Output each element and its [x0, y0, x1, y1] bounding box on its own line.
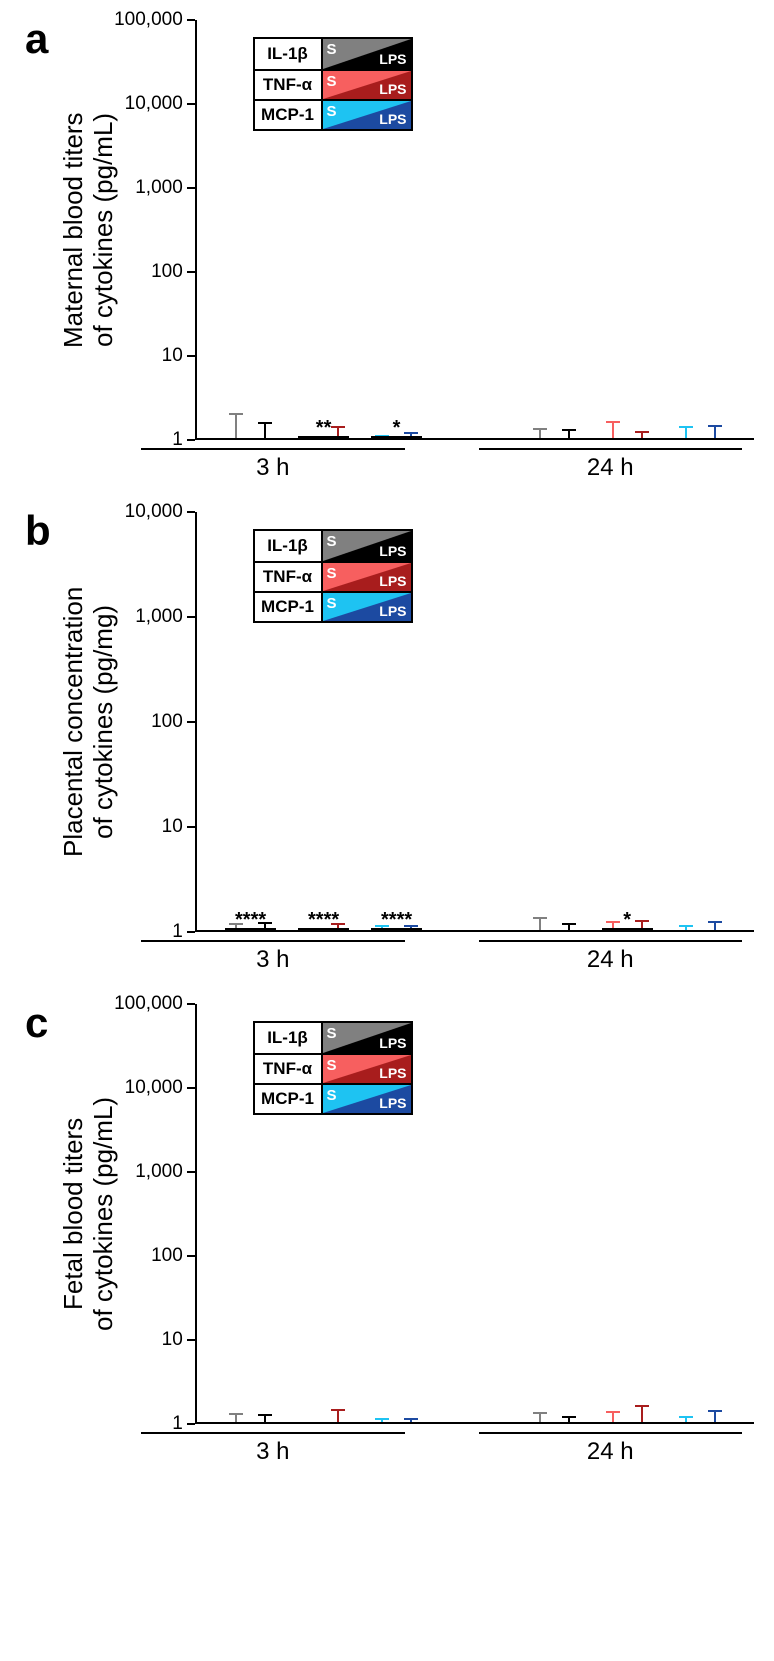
y-tick: 10,000: [125, 1077, 195, 1099]
x-axis: 3 h 24 h: [129, 440, 754, 482]
error-bar: [641, 431, 643, 438]
plot-area: IL-1βSLPSTNF-αSLPSMCP-1SLPS***: [197, 20, 754, 440]
error-bar: [568, 923, 570, 930]
error-bar: [381, 1418, 383, 1422]
legend-name: TNF-α: [255, 71, 323, 99]
panel-label: c: [25, 999, 48, 1047]
significance-label: ****: [381, 910, 412, 930]
y-tick: 1,000: [135, 177, 195, 199]
error-bar: [410, 1418, 412, 1422]
x-group-label: 24 h: [467, 454, 755, 482]
panel-label: b: [25, 507, 51, 555]
y-tick: 1,000: [135, 606, 195, 628]
significance-label: **: [316, 418, 332, 438]
error-bar: [539, 1412, 541, 1422]
plot-area: IL-1βSLPSTNF-αSLPSMCP-1SLPS*************: [197, 512, 754, 932]
legend-swatch: SLPS: [323, 593, 411, 621]
panel-a: aMaternal blood titersof cytokines (pg/m…: [20, 20, 754, 482]
legend: IL-1βSLPSTNF-αSLPSMCP-1SLPS: [253, 1021, 413, 1115]
legend-swatch: SLPS: [323, 531, 411, 561]
x-group-label: 3 h: [129, 454, 417, 482]
error-bar: [685, 426, 687, 438]
legend-swatch: SLPS: [323, 71, 411, 99]
legend-name: IL-1β: [255, 531, 323, 561]
error-bar: [264, 422, 266, 438]
y-axis: 1101001,00010,000100,000: [123, 1004, 197, 1424]
error-bar: [539, 917, 541, 930]
error-bar: [685, 1416, 687, 1422]
legend-swatch: SLPS: [323, 563, 411, 591]
y-tick: 10,000: [125, 93, 195, 115]
y-tick: 100: [151, 261, 195, 283]
error-bar: [264, 1414, 266, 1422]
y-axis: 1101001,00010,000: [123, 512, 197, 932]
significance-label: ****: [308, 910, 339, 930]
legend-swatch: SLPS: [323, 1055, 411, 1083]
legend-swatch: SLPS: [323, 1085, 411, 1113]
error-bar: [641, 1405, 643, 1422]
error-bar: [612, 1411, 614, 1422]
legend: IL-1βSLPSTNF-αSLPSMCP-1SLPS: [253, 37, 413, 131]
y-axis-label: Placental concentrationof cytokines (pg/…: [55, 512, 123, 932]
legend-swatch: SLPS: [323, 1023, 411, 1053]
error-bar: [714, 425, 716, 438]
error-bar: [612, 421, 614, 438]
x-group-label: 3 h: [129, 1438, 417, 1466]
y-axis: 1101001,00010,000100,000: [123, 20, 197, 440]
x-group-label: 3 h: [129, 946, 417, 974]
error-bar: [539, 428, 541, 438]
significance-label: *: [623, 910, 631, 930]
significance-label: ****: [235, 910, 266, 930]
error-bar: [714, 1410, 716, 1422]
error-bar: [337, 1409, 339, 1422]
panel-b: bPlacental concentrationof cytokines (pg…: [20, 512, 754, 974]
error-bar: [235, 1413, 237, 1422]
significance-label: *: [393, 418, 401, 438]
y-tick: 10,000: [125, 501, 195, 523]
legend-name: MCP-1: [255, 101, 323, 129]
x-group-label: 24 h: [467, 1438, 755, 1466]
error-bar: [568, 429, 570, 438]
panel-label: a: [25, 15, 48, 63]
legend-name: IL-1β: [255, 1023, 323, 1053]
y-axis-label: Fetal blood titersof cytokines (pg/mL): [55, 1004, 123, 1424]
x-axis: 3 h 24 h: [129, 932, 754, 974]
legend-swatch: SLPS: [323, 39, 411, 69]
y-tick: 1,000: [135, 1161, 195, 1183]
panel-c: cFetal blood titersof cytokines (pg/mL)1…: [20, 1004, 754, 1466]
y-tick: 10: [162, 816, 195, 838]
error-bar: [235, 413, 237, 438]
legend-name: TNF-α: [255, 1055, 323, 1083]
y-axis-label: Maternal blood titersof cytokines (pg/mL…: [55, 20, 123, 440]
legend: IL-1βSLPSTNF-αSLPSMCP-1SLPS: [253, 529, 413, 623]
legend-name: MCP-1: [255, 593, 323, 621]
legend-name: IL-1β: [255, 39, 323, 69]
plot-area: IL-1βSLPSTNF-αSLPSMCP-1SLPS: [197, 1004, 754, 1424]
legend-name: MCP-1: [255, 1085, 323, 1113]
error-bar: [568, 1416, 570, 1422]
x-group-label: 24 h: [467, 946, 755, 974]
y-tick: 100: [151, 711, 195, 733]
y-tick: 10: [162, 345, 195, 367]
y-tick: 100,000: [114, 993, 195, 1015]
error-bar: [714, 921, 716, 930]
y-tick: 100: [151, 1245, 195, 1267]
legend-swatch: SLPS: [323, 101, 411, 129]
y-tick: 10: [162, 1329, 195, 1351]
y-tick: 100,000: [114, 9, 195, 31]
legend-name: TNF-α: [255, 563, 323, 591]
error-bar: [685, 925, 687, 930]
x-axis: 3 h 24 h: [129, 1424, 754, 1466]
